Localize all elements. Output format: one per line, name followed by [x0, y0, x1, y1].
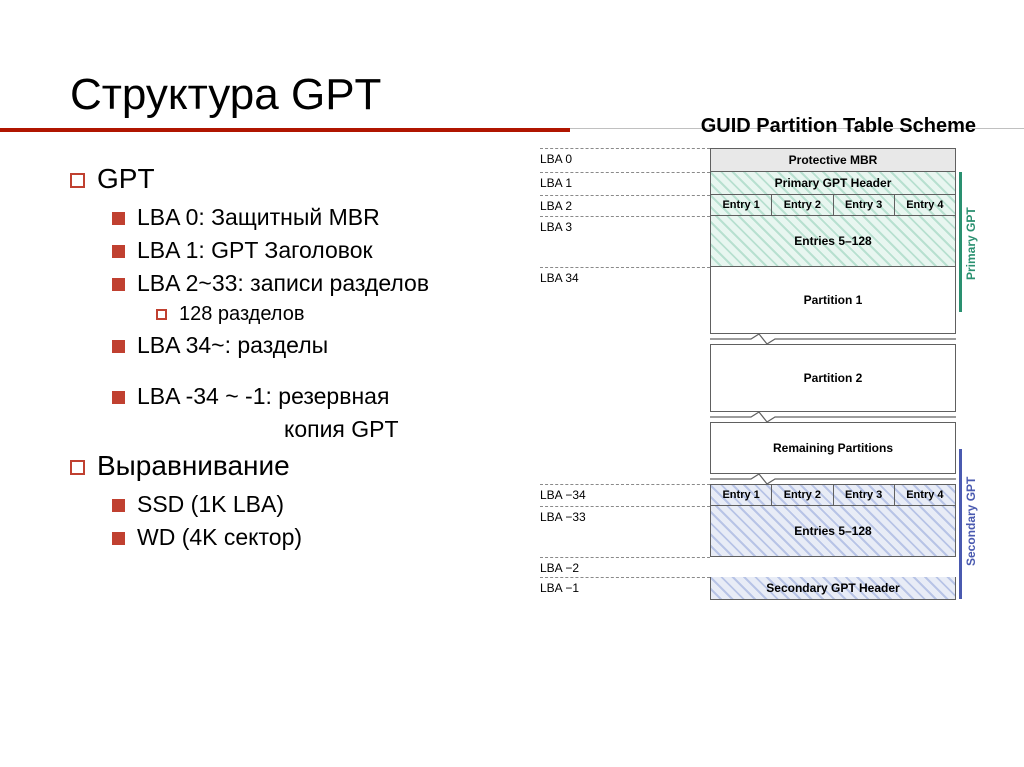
block-primary-header: Primary GPT Header: [710, 172, 956, 195]
entry-cell: Entry 4: [895, 195, 956, 216]
row-lba-n1: LBA −1 Secondary GPT Header: [540, 577, 984, 600]
entries-1-4-secondary: Entry 1 Entry 2 Entry 3 Entry 4: [710, 484, 956, 506]
bullet-lba0: LBA 0: Защитный MBR: [112, 202, 535, 233]
row-lba2: LBA 2 Entry 1 Entry 2 Entry 3 Entry 4: [540, 195, 984, 216]
lba-label: LBA 34: [540, 267, 710, 334]
entry-cell: Entry 4: [895, 485, 956, 506]
row-remaining: Remaining Partitions: [540, 422, 984, 474]
bullet-spacer: [112, 363, 535, 379]
bullet-backup-line2: копия GPT: [284, 414, 535, 445]
page-title: Структура GPT: [70, 70, 1024, 120]
zigzag-break: [710, 334, 956, 344]
lba-label: LBA 3: [540, 216, 710, 267]
block-entries-5-128: Entries 5–128: [710, 216, 956, 267]
row-partition2: Partition 2: [540, 344, 984, 412]
bullet-text: LBA 0: Защитный MBR: [137, 204, 380, 230]
title-accent-bar: [0, 128, 570, 132]
block-partition2: Partition 2: [710, 344, 956, 412]
zigzag-break: [710, 412, 956, 422]
bullet-text: LBA 1: GPT Заголовок: [137, 237, 373, 263]
bullet-list: GPT LBA 0: Защитный MBR LBA 1: GPT Загол…: [70, 160, 535, 553]
entry-cell: Entry 1: [710, 195, 772, 216]
bullet-text: LBA 34~: разделы: [137, 332, 328, 358]
lba-label: LBA −2: [540, 557, 710, 577]
entry-cell: Entry 1: [710, 485, 772, 506]
entry-cell: Entry 3: [834, 485, 895, 506]
bullet-gpt: GPT: [70, 160, 535, 198]
bullet-alignment: Выравнивание: [70, 447, 535, 485]
row-lba-n2: LBA −2: [540, 557, 984, 577]
diagram-column: GUID Partition Table Scheme Primary GPT …: [540, 115, 994, 600]
lba-label: LBA 1: [540, 172, 710, 195]
block-protective-mbr: Protective MBR: [710, 148, 956, 172]
bullet-lba2-33: LBA 2~33: записи разделов: [112, 268, 535, 299]
entry-cell: Entry 3: [834, 195, 895, 216]
bullet-text: Выравнивание: [97, 450, 290, 481]
lba-label-empty: [540, 344, 710, 412]
lba-label: LBA 0: [540, 148, 710, 172]
zigzag-break: [710, 474, 956, 484]
block-secondary-header: Secondary GPT Header: [710, 577, 956, 600]
entries-1-4: Entry 1 Entry 2 Entry 3 Entry 4: [710, 195, 956, 216]
bullet-lba1: LBA 1: GPT Заголовок: [112, 235, 535, 266]
bullet-text: LBA -34 ~ -1: резервная: [137, 383, 389, 409]
gpt-diagram: Primary GPT Secondary GPT LBA 0 Protecti…: [540, 148, 984, 600]
block-entries-5-128-secondary: Entries 5–128: [710, 506, 956, 557]
row-lba0: LBA 0 Protective MBR: [540, 148, 984, 172]
lba-label: LBA −1: [540, 577, 710, 600]
bullet-text: WD (4K сектор): [137, 524, 302, 550]
bullet-128parts: 128 разделов: [156, 301, 535, 328]
row-lba34: LBA 34 Partition 1: [540, 267, 984, 334]
bullet-lba34: LBA 34~: разделы: [112, 330, 535, 361]
bullet-backup: LBA -34 ~ -1: резервная: [112, 381, 535, 412]
content-columns: GPT LBA 0: Защитный MBR LBA 1: GPT Загол…: [70, 150, 1024, 555]
bullet-text: GPT: [97, 163, 155, 194]
row-lba-n33: LBA −33 Entries 5–128: [540, 506, 984, 557]
row-lba-n34: LBA −34 Entry 1 Entry 2 Entry 3 Entry 4: [540, 484, 984, 506]
bullet-wd: WD (4K сектор): [112, 522, 535, 553]
block-partition1: Partition 1: [710, 267, 956, 334]
scheme-title: GUID Partition Table Scheme: [540, 115, 994, 138]
row-lba3: LBA 3 Entries 5–128: [540, 216, 984, 267]
slide: Структура GPT GPT LBA 0: Защитный MBR LB…: [0, 0, 1024, 767]
entry-cell: Entry 2: [772, 195, 833, 216]
bullet-text: LBA 2~33: записи разделов: [137, 270, 429, 296]
block-remaining: Remaining Partitions: [710, 422, 956, 474]
bullet-column: GPT LBA 0: Защитный MBR LBA 1: GPT Загол…: [70, 150, 535, 555]
bullet-text: копия GPT: [284, 416, 399, 442]
lba-label: LBA −33: [540, 506, 710, 557]
lba-label: LBA −34: [540, 484, 710, 506]
bullet-text: SSD (1K LBA): [137, 491, 284, 517]
lba-label: LBA 2: [540, 195, 710, 216]
bullet-text: 128 разделов: [179, 303, 304, 325]
entry-cell: Entry 2: [772, 485, 833, 506]
row-lba1: LBA 1 Primary GPT Header: [540, 172, 984, 195]
bullet-ssd: SSD (1K LBA): [112, 489, 535, 520]
lba-label-empty: [540, 422, 710, 474]
